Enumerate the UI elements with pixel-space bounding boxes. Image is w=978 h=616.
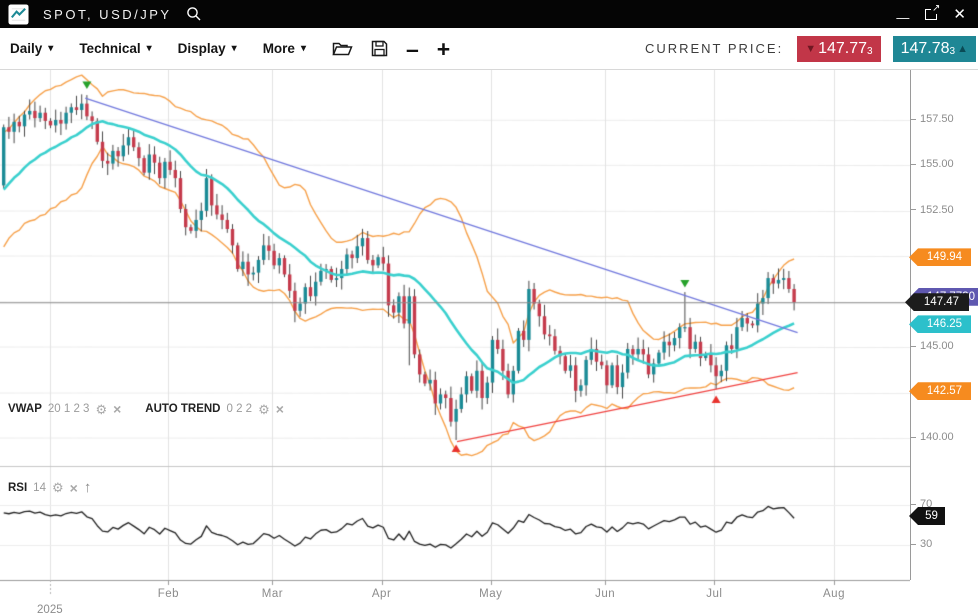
chart-toolbar: Daily ▾ Technical ▾ Display ▾ More ▾ bbox=[0, 28, 978, 70]
time-axis[interactable]: Feb Mar Apr May Jun Jul Aug 2025 bbox=[0, 580, 910, 616]
window-minimize-button[interactable]: — bbox=[896, 10, 910, 25]
bollinger-lower-badge: 142.57 bbox=[909, 382, 971, 401]
autotrend-remove-icon[interactable]: × bbox=[275, 401, 284, 417]
ask-price-value: 147.78 bbox=[900, 39, 950, 57]
window-popout-button[interactable]: ↗ bbox=[925, 2, 942, 20]
chevron-down-icon: ▾ bbox=[48, 43, 54, 54]
autotrend-params: 0 2 2 bbox=[226, 403, 253, 415]
window-close-button[interactable]: ✕ bbox=[953, 6, 966, 23]
current-price-label: CURRENT PRICE: bbox=[644, 41, 784, 56]
rsi-remove-icon[interactable]: × bbox=[69, 479, 78, 496]
instrument-title: SPOT, USD/JPY bbox=[43, 6, 172, 22]
vwap-settings-gear-icon[interactable]: ⚙ bbox=[95, 401, 108, 417]
zoom-in-icon[interactable]: + bbox=[436, 35, 451, 62]
month-tick-label: Mar bbox=[261, 588, 284, 600]
rsi-settings-gear-icon[interactable]: ⚙ bbox=[51, 480, 64, 495]
zoom-out-icon[interactable]: – bbox=[405, 35, 419, 62]
month-tick-label: Apr bbox=[371, 588, 392, 600]
menu-more[interactable]: More ▾ bbox=[262, 41, 306, 56]
price-tick-label: 152.50 bbox=[911, 204, 954, 216]
overlay-indicator-legend: VWAP 20 1 2 3 ⚙ × AUTO TREND 0 2 2 ⚙ × bbox=[8, 401, 302, 417]
save-icon[interactable] bbox=[371, 40, 388, 57]
price-tick-label: 155.00 bbox=[911, 158, 954, 170]
price-tick-label: 157.50 bbox=[911, 113, 954, 125]
month-tick-label: Feb bbox=[157, 588, 180, 600]
rsi-move-up-icon[interactable]: ↑ bbox=[83, 479, 92, 496]
ask-pip: 3 bbox=[949, 45, 956, 57]
autotrend-label: AUTO TREND bbox=[145, 403, 221, 415]
month-tick-label: Jun bbox=[595, 588, 616, 600]
menu-daily[interactable]: Daily ▾ bbox=[10, 41, 54, 56]
rsi-value-badge: 59 bbox=[909, 507, 945, 525]
month-tick-label: Aug bbox=[823, 588, 845, 600]
price-down-arrow-icon: ▼ bbox=[805, 42, 817, 55]
rsi-tick-label: 70 bbox=[911, 498, 932, 510]
price-tick-label: 145.00 bbox=[911, 340, 954, 352]
menu-technical[interactable]: Technical ▾ bbox=[79, 41, 152, 56]
month-tick-label: Jul bbox=[706, 588, 723, 600]
menu-display[interactable]: Display ▾ bbox=[177, 41, 237, 56]
vwap-label: VWAP bbox=[8, 403, 42, 415]
chevron-down-icon: ▾ bbox=[300, 43, 306, 54]
bid-pip: 3 bbox=[867, 45, 873, 57]
open-folder-icon[interactable] bbox=[332, 40, 353, 57]
bid-price-value: 147.77 bbox=[818, 39, 868, 57]
rsi-params: 14 bbox=[33, 481, 46, 494]
rsi-indicator-legend: RSI 14 ⚙ × ↑ bbox=[8, 479, 91, 496]
autotrend-settings-gear-icon[interactable]: ⚙ bbox=[258, 401, 270, 417]
rsi-tick-label: 30 bbox=[911, 538, 932, 550]
search-icon[interactable] bbox=[186, 6, 202, 22]
last-close-badge: 147.47 bbox=[905, 293, 969, 312]
vwap-remove-icon[interactable]: × bbox=[113, 401, 122, 417]
title-bar: SPOT, USD/JPY — ↗ ✕ bbox=[0, 0, 978, 28]
chevron-down-icon: ▾ bbox=[146, 43, 152, 54]
rsi-label: RSI bbox=[8, 481, 28, 494]
vwap-params: 20 1 2 3 bbox=[47, 403, 90, 415]
month-tick-label: May bbox=[479, 588, 503, 600]
price-tick-label: 140.00 bbox=[911, 431, 954, 443]
price-axis[interactable]: 147.7730 147.47 149.94 146.25 142.57 59 … bbox=[905, 70, 978, 580]
app-logo-icon bbox=[8, 3, 29, 25]
bollinger-mid-badge: 146.25 bbox=[909, 315, 971, 334]
price-up-arrow-icon: ▲ bbox=[957, 42, 968, 55]
popout-arrow-icon: ↗ bbox=[931, 2, 942, 14]
bollinger-upper-badge: 149.94 bbox=[909, 248, 971, 267]
ask-price-badge: 147.78 3 ▲ bbox=[892, 35, 976, 62]
chevron-down-icon: ▾ bbox=[231, 43, 237, 54]
bid-price-badge: ▼ 147.77 3 bbox=[797, 35, 881, 62]
price-chart-canvas[interactable] bbox=[0, 70, 910, 611]
year-tick-label: 2025 bbox=[37, 604, 63, 616]
